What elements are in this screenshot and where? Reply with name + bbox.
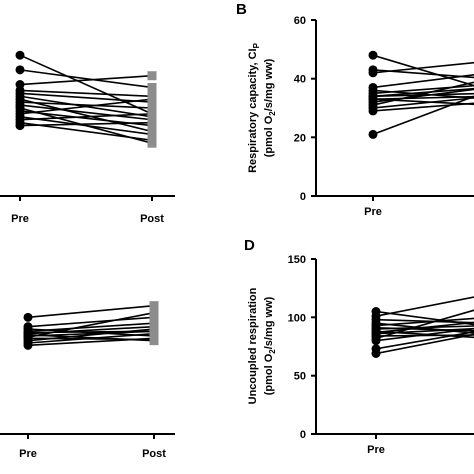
panel-a-x-label-post: Post bbox=[140, 213, 164, 225]
panel-c-subject-line-8 bbox=[27, 330, 155, 337]
panel-d: 0 50 100 150 Pre Uncoupled respiration (… bbox=[247, 254, 474, 456]
panel-c-post-point-13 bbox=[149, 333, 159, 343]
panel-c-post-point-2 bbox=[149, 312, 159, 322]
panel-b-y-title-line1: Respiratory capacity, CIP bbox=[247, 42, 261, 173]
panel-b-subject-line-1 bbox=[372, 54, 474, 87]
panel-d-subject-line-2 bbox=[375, 296, 474, 317]
panel-c-subject-line-2 bbox=[27, 316, 155, 328]
panel-c-x-label-post: Post bbox=[142, 448, 166, 460]
panel-a: Pre Post bbox=[0, 50, 175, 225]
panel-d-subject-line-15 bbox=[375, 333, 474, 355]
panel-a-subject-line-4 bbox=[19, 89, 153, 98]
panel-b-subject-line-9 bbox=[372, 95, 474, 100]
panel-b-y-tick-label-20: 20 bbox=[294, 132, 306, 144]
panel-a-pre-point-16 bbox=[15, 121, 25, 131]
panel-b-subject-line-11 bbox=[372, 88, 474, 103]
panel-a-subject-line-1 bbox=[19, 54, 153, 115]
panel-b-subject-line-4 bbox=[372, 73, 474, 89]
panel-b-y-title-unit-post: /s/mg ww) bbox=[263, 58, 275, 111]
panel-b-y-title-main: Respiratory capacity, CI bbox=[247, 48, 259, 173]
panel-b-subject-line-12 bbox=[372, 81, 474, 106]
panel-d-y-tick-label-0: 0 bbox=[300, 429, 306, 441]
panel-b-x-label-pre: Pre bbox=[364, 206, 382, 218]
panel-a-post-point-16 bbox=[147, 118, 157, 128]
panel-b-y-tick-label-60: 60 bbox=[294, 15, 306, 27]
panel-b-pre-point-1 bbox=[368, 50, 378, 60]
panel-c-post-point-9 bbox=[149, 308, 159, 318]
panel-c-subject-line-1 bbox=[27, 304, 155, 319]
panel-b-y-title-sub: P bbox=[252, 42, 261, 48]
panel-a-post-point-14 bbox=[147, 109, 157, 119]
panel-b-subject-line-6 bbox=[372, 84, 474, 95]
panel-d-subject-line-14 bbox=[375, 330, 474, 350]
panel-a-subject-line-16 bbox=[19, 121, 153, 127]
panel-a-post-point-2 bbox=[147, 82, 157, 92]
panel-b-y-tick-label-40: 40 bbox=[294, 74, 306, 86]
panel-d-y-title-line1: Uncoupled respiration bbox=[247, 287, 259, 404]
panel-d-y-title-unit-post: /s/mg ww) bbox=[263, 296, 275, 349]
panel-a-subject-line-2 bbox=[19, 69, 153, 89]
panel-d-y-title-line2: (pmol O2/s/mg ww) bbox=[263, 296, 277, 395]
panel-b-subject-line-15 bbox=[372, 95, 474, 136]
panel-a-pre-point-1 bbox=[15, 50, 25, 60]
panel-c-subject-line-13 bbox=[27, 337, 155, 347]
panel-c-pre-point-13 bbox=[23, 340, 33, 350]
panel-c-pre-point-1 bbox=[23, 312, 33, 322]
panel-d-y-tick-label-150: 150 bbox=[288, 254, 306, 266]
panel-b-pre-point-3 bbox=[368, 68, 378, 78]
panel-c-x-label-pre: Pre bbox=[19, 448, 37, 460]
panel-d-y-tick-label-100: 100 bbox=[288, 312, 306, 324]
panel-c-post-point-1 bbox=[149, 301, 159, 311]
panel-c-subject-line-11 bbox=[27, 328, 155, 342]
panel-a-subject-line-8 bbox=[19, 101, 153, 109]
panel-a-x-label-pre: Pre bbox=[11, 213, 29, 225]
panel-d-subject-line-9 bbox=[375, 321, 474, 334]
panel-a-subject-line-7 bbox=[19, 98, 153, 133]
panel-b-pre-point-14 bbox=[368, 106, 378, 116]
panel-c-post-point-11 bbox=[149, 324, 159, 334]
panel-a-subject-line-3 bbox=[19, 74, 153, 86]
panel-d-pre-point-15 bbox=[371, 349, 381, 358]
panel-c-subject-line-9 bbox=[27, 311, 155, 338]
panel-b-pre-point-15 bbox=[368, 129, 378, 139]
panel-a-pre-point-2 bbox=[15, 65, 25, 75]
panel-a-post-point-15 bbox=[147, 135, 157, 145]
panel-d-y-title-unit-sub: 2 bbox=[268, 349, 277, 354]
panel-a-subject-line-9 bbox=[19, 104, 153, 121]
panel-d-pre-point-13 bbox=[371, 336, 381, 346]
panel-b-y-tick-label-0: 0 bbox=[300, 191, 306, 203]
panel-a-post-point-12 bbox=[147, 94, 157, 104]
panel-c-post-point-12 bbox=[149, 329, 159, 339]
panel-a-post-point-13 bbox=[147, 129, 157, 139]
panel-c: Pre Post bbox=[0, 301, 175, 460]
panel-b-y-title-unit-pre: (pmol O bbox=[263, 115, 275, 157]
panel-a-subject-line-14 bbox=[19, 113, 153, 121]
panel-a-subject-line-12 bbox=[19, 98, 153, 115]
panel-letter-b: B bbox=[236, 1, 247, 18]
panel-a-post-point-3 bbox=[147, 71, 157, 81]
panel-d-subject-line-13 bbox=[375, 327, 474, 342]
panel-b-subject-line-14 bbox=[372, 102, 474, 112]
panel-b-y-title-unit-sub: 2 bbox=[268, 111, 277, 116]
panel-d-y-tick-label-50: 50 bbox=[294, 371, 306, 383]
panel-letter-d: D bbox=[244, 237, 255, 254]
panel-d-subject-line-12 bbox=[375, 309, 474, 340]
panel-c-subject-line-12 bbox=[27, 332, 155, 344]
panel-c-subject-line-4 bbox=[27, 322, 155, 333]
panel-b: 0 20 40 60 Pre Respiratory capacity, CIP… bbox=[247, 15, 474, 218]
panel-d-x-label-pre: Pre bbox=[367, 444, 385, 456]
panel-d-y-title-unit-pre: (pmol O bbox=[263, 353, 275, 395]
panel-a-post-point-8 bbox=[147, 103, 157, 113]
panel-a-subject-line-13 bbox=[19, 116, 153, 136]
panel-a-subject-line-5 bbox=[19, 92, 153, 103]
panel-b-subject-line-3 bbox=[372, 61, 474, 74]
panel-b-y-title-line2: (pmol O2/s/mg ww) bbox=[263, 58, 277, 157]
panel-d-subject-line-1 bbox=[375, 310, 474, 326]
